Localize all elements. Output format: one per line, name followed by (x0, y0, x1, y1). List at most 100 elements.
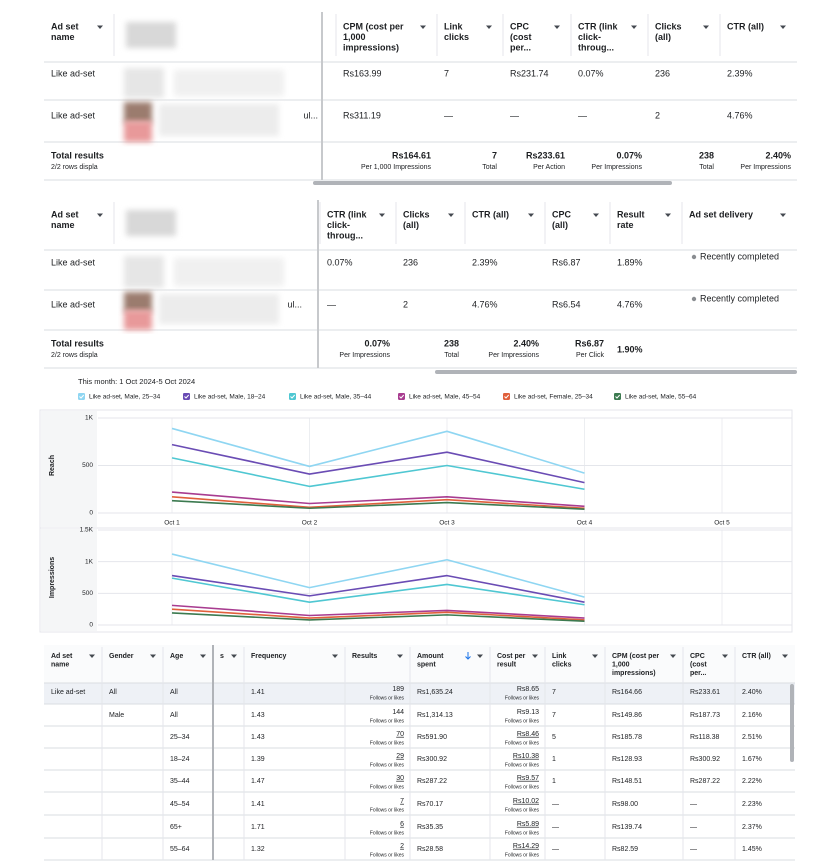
sort-dropdown[interactable] (782, 654, 788, 659)
column-header: 1,000 (612, 661, 630, 668)
cell-text: 18–24 (170, 756, 190, 763)
series-line (171, 608, 585, 621)
selected-row (44, 683, 795, 704)
x-tick-label: Oct 5 (714, 520, 730, 527)
sort-dropdown[interactable] (477, 654, 483, 659)
y-tick-label: 0 (89, 622, 93, 629)
cell-text: 2.23% (742, 801, 762, 808)
column-header: Gender (109, 653, 134, 660)
sort-dropdown[interactable] (592, 654, 598, 659)
legend-checkbox[interactable] (289, 393, 296, 400)
cell-subtext: Per Impressions (591, 164, 642, 171)
sort-dropdown[interactable] (97, 213, 103, 218)
column-header: click- (327, 220, 350, 230)
cell-text: 1 (552, 756, 556, 763)
sort-dropdown[interactable] (665, 213, 671, 218)
series-line (171, 612, 585, 622)
cell-text: 2.40% (742, 689, 762, 696)
cell-text: Rs164.61 (392, 150, 431, 160)
sort-dropdown[interactable] (780, 213, 786, 218)
cell-subtext: Total (482, 164, 497, 171)
cell-text: Rs14.29 (513, 843, 539, 850)
column-header: Ad set (51, 209, 79, 219)
cell-text: 144 (392, 709, 404, 716)
column-header: impressions) (612, 670, 656, 677)
sort-dropdown[interactable] (420, 25, 426, 30)
cell-text: — (552, 846, 559, 853)
sort-dropdown[interactable] (593, 213, 599, 218)
sort-dropdown[interactable] (379, 213, 385, 218)
cell-text: 7 (492, 150, 497, 160)
x-tick-label: Oct 2 (302, 520, 318, 527)
column-header: name (51, 32, 75, 42)
blurred-content (124, 292, 152, 312)
cell-text: Rs35.35 (417, 824, 443, 831)
cell-text: — (510, 110, 519, 120)
cell-text: Rs8.46 (517, 731, 539, 738)
cell-text: 55–64 (170, 846, 190, 853)
cell-text: Rs9.13 (517, 709, 539, 716)
column-header: CPM (cost per (343, 21, 404, 31)
cell-text: 2.16% (742, 712, 762, 719)
sort-dropdown[interactable] (528, 213, 534, 218)
blurred-content (174, 70, 284, 96)
legend-check (615, 394, 621, 399)
cell-text: Rs1,314.13 (417, 712, 453, 719)
sort-arrow (465, 652, 471, 660)
sort-dropdown[interactable] (332, 654, 338, 659)
cell-subtext: Follows or likes (505, 830, 540, 836)
sort-dropdown[interactable] (554, 25, 560, 30)
sort-dropdown[interactable] (703, 25, 709, 30)
y-axis-label: Impressions (49, 557, 56, 598)
column-header: (cost (510, 32, 532, 42)
y-tick-label: 500 (82, 462, 93, 469)
cell-text: Rs118.38 (690, 734, 720, 741)
column-header: Amount (417, 653, 444, 660)
y-tick-label: 1K (85, 415, 94, 422)
cell-text: All (170, 712, 178, 719)
cell-text: 2.39% (472, 257, 498, 267)
legend-label: Like ad-set, Female, 25–34 (514, 394, 593, 401)
sort-dropdown[interactable] (722, 654, 728, 659)
x-tick-label: Oct 4 (577, 520, 593, 527)
sort-dropdown[interactable] (670, 654, 676, 659)
sort-dropdown[interactable] (200, 654, 206, 659)
legend-checkbox[interactable] (78, 393, 85, 400)
sort-dropdown[interactable] (231, 654, 237, 659)
sort-dropdown[interactable] (448, 213, 454, 218)
sort-dropdown[interactable] (486, 25, 492, 30)
blurred-content (124, 121, 152, 142)
legend-checkbox[interactable] (183, 393, 190, 400)
cell-text: — (690, 846, 697, 853)
column-header: CPC (690, 653, 705, 660)
chart-panel (39, 409, 793, 529)
sort-dropdown[interactable] (97, 25, 103, 30)
status-dot (691, 296, 697, 302)
column-header: CPC (510, 21, 530, 31)
cell-text: 2.40% (513, 338, 539, 348)
cell-subtext: Follows or likes (370, 695, 405, 701)
sort-dropdown[interactable] (150, 654, 156, 659)
sort-dropdown[interactable] (631, 25, 637, 30)
cell-text: Rs6.87 (575, 338, 604, 348)
cell-text: Total results (51, 338, 104, 348)
sort-dropdown[interactable] (532, 654, 538, 659)
cell-text: Rs10.38 (513, 753, 539, 760)
cell-text: 1.47 (251, 778, 265, 785)
cell-text: 0.07% (578, 68, 604, 78)
sort-dropdown[interactable] (780, 25, 786, 30)
series-line (171, 574, 585, 603)
cell-text: — (552, 824, 559, 831)
legend-checkbox[interactable] (614, 393, 621, 400)
column-header: name (51, 661, 69, 668)
sort-dropdown[interactable] (89, 654, 95, 659)
cell-subtext: Follows or likes (505, 852, 540, 858)
legend-checkbox[interactable] (398, 393, 405, 400)
column-header: Cost per (497, 653, 526, 660)
blurred-content (159, 104, 279, 136)
sort-dropdown[interactable] (397, 654, 403, 659)
cell-subtext: Follows or likes (370, 830, 405, 836)
cell-text: Rs311.19 (343, 110, 381, 120)
legend-checkbox[interactable] (503, 393, 510, 400)
